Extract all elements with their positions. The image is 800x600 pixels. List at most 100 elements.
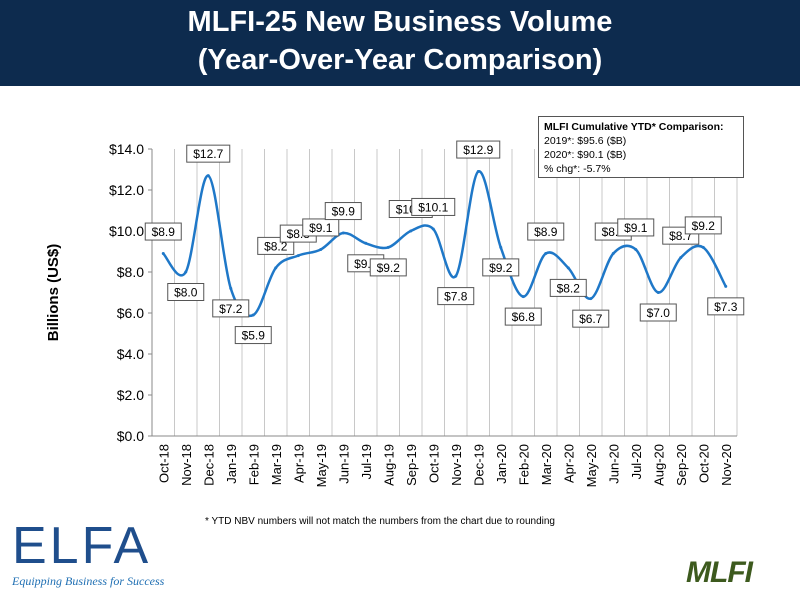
data-point xyxy=(611,252,615,256)
data-label: $9.1 xyxy=(624,221,648,235)
elfa-tagline: Equipping Business for Success xyxy=(12,574,165,588)
data-label: $6.7 xyxy=(579,312,603,326)
x-tick-label: Sep-19 xyxy=(404,444,419,486)
data-point xyxy=(431,227,435,231)
data-point xyxy=(319,247,323,251)
x-tick-label: Jun-20 xyxy=(606,444,621,484)
data-point xyxy=(634,247,638,251)
y-tick-label: $10.0 xyxy=(109,223,144,239)
elfa-logo-text: ELFA xyxy=(12,517,152,575)
x-tick-label: Dec-18 xyxy=(201,444,216,486)
data-label: $8.9 xyxy=(534,225,558,239)
data-label-box xyxy=(504,307,542,326)
chart-title-line2: (Year-Over-Year Comparison) xyxy=(197,44,603,76)
x-tick-label: Apr-19 xyxy=(291,444,306,483)
x-tick-label: Mar-19 xyxy=(269,444,284,485)
data-point xyxy=(544,252,548,256)
data-label: $8.0 xyxy=(174,286,198,300)
data-point xyxy=(701,245,705,249)
data-label: $6.8 xyxy=(512,310,536,324)
data-point xyxy=(341,231,345,235)
data-label: $9.2 xyxy=(377,261,401,275)
data-point xyxy=(206,174,210,178)
ytd-pct-change: % chg*: -5.7% xyxy=(544,163,611,175)
data-label-box xyxy=(144,222,182,241)
x-tick-label: Nov-18 xyxy=(179,444,194,486)
data-point xyxy=(589,297,593,301)
ytd-title: MLFI Cumulative YTD* Comparison: xyxy=(544,121,724,133)
x-tick-label: Jan-19 xyxy=(224,444,239,484)
data-label: $9.9 xyxy=(332,205,356,219)
ytd-comparison-box: MLFI Cumulative YTD* Comparison: 2019*: … xyxy=(538,116,744,178)
data-point xyxy=(724,284,728,288)
series-line xyxy=(162,170,727,318)
y-tick-label: $12.0 xyxy=(109,182,144,198)
data-label: $9.1 xyxy=(309,221,333,235)
data-point xyxy=(656,291,660,294)
x-tick-label: Aug-19 xyxy=(381,444,396,486)
data-point xyxy=(274,266,278,270)
x-tick-label: Feb-19 xyxy=(246,444,261,485)
data-label-box xyxy=(369,258,407,277)
mlfi-logo: MLFI xyxy=(686,556,753,589)
x-tick-label: Dec-19 xyxy=(471,444,486,486)
data-label: $12.7 xyxy=(193,147,223,161)
x-tick-label: Jul-20 xyxy=(629,444,644,479)
data-label-box xyxy=(684,216,722,235)
data-label-box xyxy=(234,326,272,345)
x-tick-label: Jun-19 xyxy=(336,444,351,484)
y-axis-title: Billions (US$) xyxy=(45,244,62,342)
data-label: $8.9 xyxy=(152,225,176,239)
data-label: $9.2 xyxy=(489,261,513,275)
data-label-box xyxy=(411,197,456,216)
data-point xyxy=(521,295,525,299)
data-label-box xyxy=(549,278,587,297)
y-tick-label: $0.0 xyxy=(117,428,144,444)
y-tick-label: $8.0 xyxy=(117,264,144,280)
data-label-box xyxy=(527,222,565,241)
data-point xyxy=(566,266,570,270)
x-tick-label: Apr-20 xyxy=(561,444,576,483)
x-tick-label: May-20 xyxy=(584,444,599,487)
y-tick-label: $14.0 xyxy=(109,141,144,157)
data-label: $7.0 xyxy=(647,306,671,320)
x-tick-label: Feb-20 xyxy=(516,444,531,485)
data-label-box xyxy=(707,297,745,316)
x-tick-label: May-19 xyxy=(314,444,329,487)
data-point xyxy=(364,241,368,245)
data-label-box xyxy=(572,309,610,328)
y-tick-label: $4.0 xyxy=(117,346,144,362)
data-label-box xyxy=(302,218,340,237)
footnote: * YTD NBV numbers will not match the num… xyxy=(205,516,555,527)
x-tick-label: Oct-18 xyxy=(156,444,171,483)
data-label-box xyxy=(186,144,231,163)
elfa-logo: ELFA Equipping Business for Success xyxy=(12,520,192,590)
data-label-box xyxy=(212,299,250,318)
data-point xyxy=(454,274,458,278)
data-point xyxy=(296,254,300,258)
line-chart: $0.0 $2.0 $4.0 $6.0 $8.0 $10.0 $12.0 $14.0 Billi… xyxy=(45,140,745,487)
data-label-box xyxy=(324,202,362,221)
data-point xyxy=(386,245,390,249)
x-tick-label: Jul-19 xyxy=(359,444,374,479)
data-point xyxy=(161,252,165,256)
y-tick-label: $2.0 xyxy=(117,387,144,403)
data-label-box xyxy=(617,218,655,237)
ytd-2020: 2020*: $90.1 ($B) xyxy=(544,149,627,161)
x-tick-label: Aug-20 xyxy=(651,444,666,486)
data-label-box xyxy=(639,303,677,322)
data-point xyxy=(184,270,188,274)
data-label: $7.2 xyxy=(219,302,243,316)
data-point xyxy=(409,229,413,233)
data-label-box xyxy=(456,140,501,159)
title-banner: MLFI-25 New Business Volume (Year-Over-Y… xyxy=(0,0,800,86)
data-point xyxy=(229,286,233,290)
chart-title-line1: MLFI-25 New Business Volume xyxy=(187,6,613,38)
data-label-box xyxy=(437,287,475,306)
data-point xyxy=(679,256,683,260)
data-label-box xyxy=(167,283,205,301)
data-label: $8.2 xyxy=(557,281,581,295)
x-tick-label: Oct-20 xyxy=(696,444,711,483)
data-point xyxy=(476,170,480,174)
data-label: $7.3 xyxy=(714,300,738,314)
